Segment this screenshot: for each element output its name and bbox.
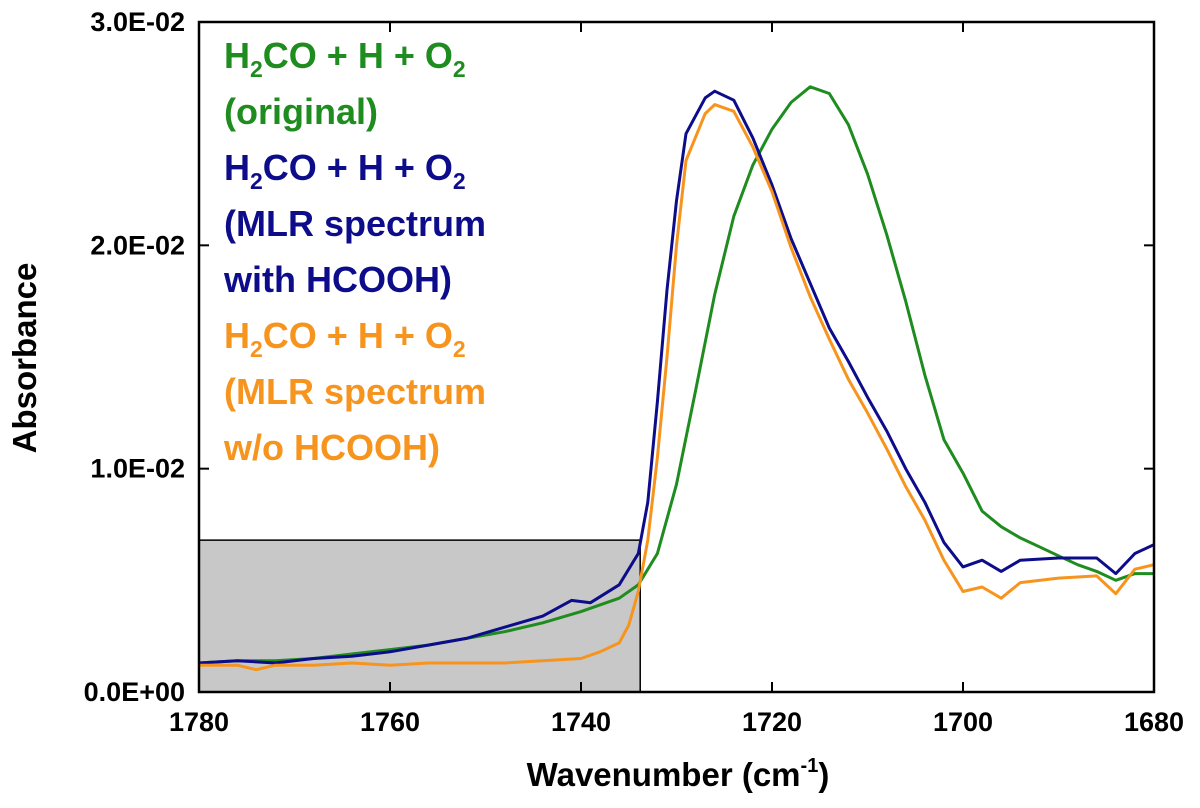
legend-label-3-line-3: w/o HCOOH) (223, 427, 440, 468)
x-tick-label: 1700 (933, 707, 993, 737)
x-tick-label: 1780 (169, 707, 229, 737)
y-tick-label: 3.0E-02 (90, 7, 185, 37)
legend-label-1-line-2: (original) (224, 91, 378, 132)
y-tick-label: 2.0E-02 (90, 230, 185, 260)
legend-label-2-line-3: with HCOOH) (223, 259, 452, 300)
highlight-region (198, 539, 641, 693)
x-tick-label: 1740 (551, 707, 611, 737)
legend-label-3-line-1: H2CO + H + O2 (224, 315, 466, 362)
x-axis-title-unit-close: ) (818, 756, 829, 793)
legend-label-2-line-2: (MLR spectrum (224, 203, 486, 244)
y-tick-label: 1.0E-02 (90, 454, 185, 484)
series-line-3 (199, 103, 1155, 672)
x-axis-title-unit-open: (cm (733, 756, 801, 793)
y-tick-label: 0.0E+00 (84, 677, 185, 707)
x-tick-label: 1760 (360, 707, 420, 737)
x-tick-label: 1680 (1124, 707, 1184, 737)
x-axis-title-main: Wavenumber (527, 756, 733, 793)
x-axis-title-unit-sup: -1 (801, 755, 819, 777)
plot-frame (197, 20, 1156, 694)
legend-label-2-line-1: H2CO + H + O2 (224, 147, 466, 194)
x-tick-label: 1720 (742, 707, 802, 737)
x-axis-title: Wavenumber (cm-1) (527, 755, 830, 793)
series-line-2 (198, 89, 1155, 665)
legend-label-1-line-1: H2CO + H + O2 (224, 35, 466, 82)
y-axis-title: Absorbance (6, 263, 43, 454)
legend-label-3-line-2: (MLR spectrum (224, 371, 486, 412)
